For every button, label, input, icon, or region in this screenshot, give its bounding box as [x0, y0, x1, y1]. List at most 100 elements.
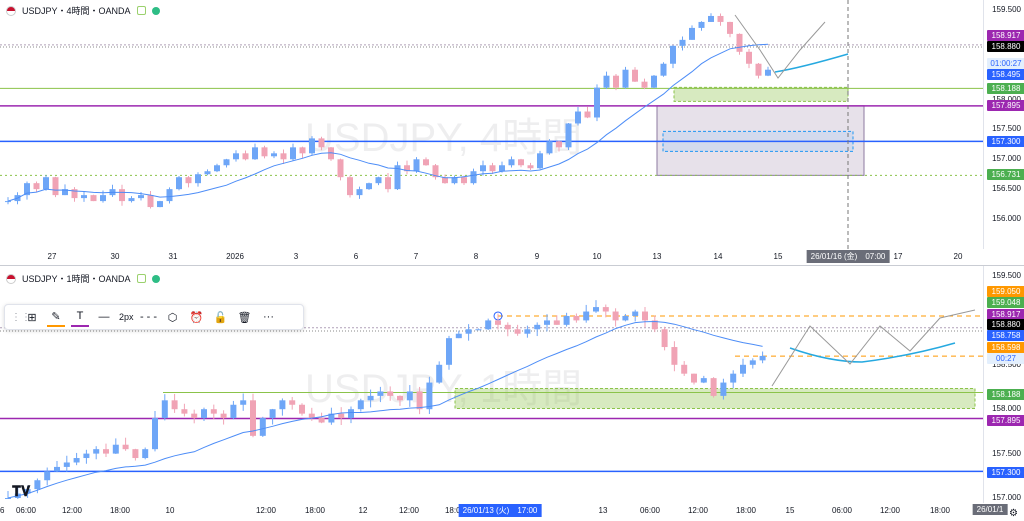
- price-tag: 157.895: [987, 415, 1024, 426]
- moving-average-line[interactable]: [7, 43, 769, 202]
- time-tick: 17: [893, 252, 903, 261]
- candle-body: [279, 400, 286, 410]
- time-tick: 10: [592, 252, 602, 261]
- time-tick: 15: [785, 506, 795, 515]
- price-tick: 159.500: [992, 271, 1021, 280]
- symbol-label[interactable]: USDJPY・4時間・OANDA: [22, 6, 131, 16]
- time-tick: 31: [168, 252, 178, 261]
- candle-body: [299, 147, 306, 154]
- time-tick: 06:00: [639, 506, 661, 515]
- price-scale-4h[interactable]: 159.500159.000158.500158.000157.500157.0…: [983, 0, 1024, 249]
- candle-body: [765, 69, 771, 76]
- candles-4h[interactable]: [0, 0, 983, 249]
- settings-hex-icon[interactable]: ⬡: [167, 311, 178, 324]
- candle-body: [309, 138, 315, 154]
- projection-ma-line[interactable]: [774, 53, 849, 73]
- price-scale-1h[interactable]: 159.500159.000158.500158.000157.500157.0…: [983, 266, 1024, 503]
- alarm-icon[interactable]: ⏰: [189, 311, 204, 324]
- candle-body: [544, 320, 550, 325]
- price-tag: 01:00:27: [987, 58, 1024, 69]
- candle-body: [171, 400, 178, 410]
- candle-body: [73, 458, 80, 463]
- candle-body: [5, 201, 11, 203]
- time-tick: 15: [773, 252, 783, 261]
- time-axis-1h[interactable]: 06:00 12:00 18:00 10 12:00 18:00 12 12:00 18:00 1…: [0, 503, 1008, 519]
- candle-body: [622, 315, 629, 321]
- drag-handle-icon[interactable]: ⋮⋮: [11, 311, 31, 323]
- candle-body: [461, 177, 467, 184]
- candle-body: [204, 171, 211, 175]
- candle-body: [717, 15, 724, 22]
- time-tick: 12:00: [687, 506, 709, 515]
- square-icon[interactable]: [136, 274, 146, 283]
- candle-body: [63, 462, 70, 467]
- crosshair-time-label: 26/01/16 (金) 07:00: [806, 250, 890, 263]
- candle-body: [138, 195, 144, 199]
- candle-body: [152, 418, 158, 450]
- time-tick: 06:00: [831, 506, 853, 515]
- candle-body: [632, 311, 639, 316]
- candle-body: [455, 333, 462, 339]
- candle-body: [537, 153, 543, 169]
- market-open-icon: [151, 6, 160, 15]
- candle-body: [755, 63, 762, 76]
- candle-body: [689, 27, 695, 40]
- usd-jpy-flag-icon: [6, 273, 16, 284]
- time-tick: 27: [47, 252, 57, 261]
- candle-body: [157, 201, 163, 208]
- candle-body: [475, 329, 482, 331]
- candles-1h[interactable]: [0, 266, 983, 503]
- more-icon[interactable]: ···: [263, 311, 275, 323]
- time-tick: 12:00: [61, 506, 83, 515]
- price-tick: 156.000: [992, 214, 1021, 223]
- candle-body: [261, 147, 268, 157]
- settings-gear-icon[interactable]: ⚙: [1009, 508, 1018, 519]
- candle-body: [660, 63, 667, 76]
- candle-body: [357, 400, 364, 410]
- template-icon[interactable]: ⊞: [27, 311, 37, 324]
- candle-body: [514, 329, 521, 334]
- symbol-label[interactable]: USDJPY・1時間・OANDA: [22, 274, 131, 284]
- candle-body: [318, 418, 325, 423]
- candle-body: [348, 409, 354, 419]
- price-tick: 158.500: [992, 359, 1021, 369]
- candle-body: [575, 111, 581, 124]
- candle-body: [385, 177, 391, 190]
- projection-path[interactable]: [734, 14, 826, 79]
- drawing-toolbar[interactable]: ⋮⋮ ⊞ ✎ T — 2px - - - ⬡ ⏰ 🔓 🗑 ···: [4, 304, 304, 330]
- chart-pane-4h[interactable]: USDJPY・4時間・OANDA USDJPY, 4時間 159.500159.…: [0, 0, 1024, 266]
- lock-icon[interactable]: 🔓: [213, 311, 228, 324]
- demand-zone[interactable]: [673, 86, 849, 102]
- candle-body: [546, 141, 553, 154]
- pencil-icon[interactable]: ✎: [47, 307, 65, 327]
- candle-body: [397, 395, 403, 401]
- candle-body: [451, 177, 458, 184]
- line-width-icon[interactable]: —: [98, 311, 110, 323]
- candle-body: [128, 198, 135, 202]
- candle-body: [436, 364, 443, 383]
- line-style-icon[interactable]: - - -: [139, 311, 158, 323]
- time-tick: 12:00: [879, 506, 901, 515]
- candle-body: [565, 123, 572, 148]
- line-width-label[interactable]: 2px: [119, 312, 134, 322]
- time-axis-4h[interactable]: 27 30 31 2026 3 6 7 8 9 10 13 14 15 17 20 26/01/16 (金) …: [0, 249, 983, 265]
- trash-icon[interactable]: 🗑: [237, 311, 252, 324]
- price-tag: 158.917: [987, 30, 1024, 41]
- square-icon[interactable]: [136, 6, 146, 15]
- time-tick: 18:00: [109, 506, 131, 515]
- projection-ma-line[interactable]: [789, 342, 956, 363]
- time-tick: 13: [652, 252, 662, 261]
- candle-body: [195, 174, 201, 184]
- text-color-icon[interactable]: T: [71, 307, 89, 327]
- candle-body: [132, 449, 139, 459]
- candle-body: [24, 183, 30, 196]
- moving-average-line[interactable]: [7, 320, 763, 499]
- candle-body: [698, 21, 705, 28]
- candle-body: [337, 159, 344, 178]
- price-tick: 157.500: [992, 124, 1021, 134]
- candle-body: [356, 189, 363, 196]
- projection-path[interactable]: [771, 309, 976, 387]
- candle-body: [366, 183, 372, 190]
- candle-body: [122, 444, 129, 450]
- tradingview-logo-icon[interactable]: 𝐓𝐕: [12, 483, 31, 499]
